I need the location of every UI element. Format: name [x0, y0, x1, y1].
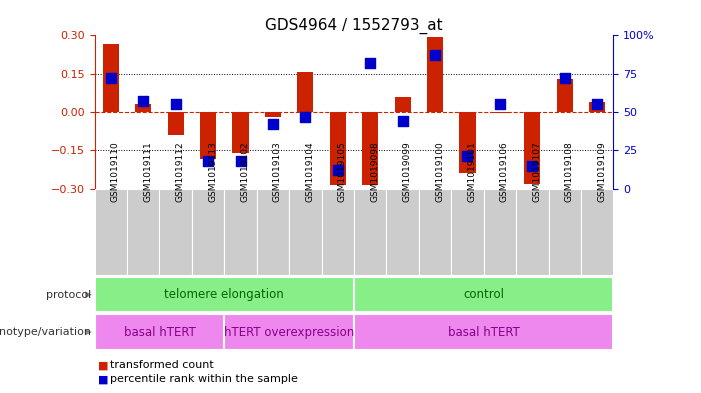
Text: GSM1019105: GSM1019105 [338, 141, 347, 202]
Point [203, 158, 214, 164]
Bar [354, 189, 386, 275]
Point [300, 114, 311, 120]
Bar [224, 314, 354, 350]
Bar [451, 189, 484, 275]
Title: GDS4964 / 1552793_at: GDS4964 / 1552793_at [265, 18, 443, 34]
Text: GSM1019103: GSM1019103 [273, 141, 282, 202]
Point [267, 121, 278, 127]
Bar [200, 112, 216, 159]
Point [494, 101, 505, 107]
Bar [516, 189, 549, 275]
Text: ■: ■ [98, 360, 109, 371]
Text: GSM1019108: GSM1019108 [565, 141, 573, 202]
Point [137, 98, 149, 105]
Point [526, 162, 538, 169]
Text: GSM1019102: GSM1019102 [240, 141, 250, 202]
Bar [127, 189, 160, 275]
Bar [581, 189, 613, 275]
Bar [549, 189, 581, 275]
Bar [265, 112, 281, 117]
Text: GSM1019111: GSM1019111 [143, 141, 152, 202]
Bar [354, 277, 613, 312]
Bar [224, 189, 257, 275]
Text: telomere elongation: telomere elongation [165, 288, 284, 301]
Bar [192, 189, 224, 275]
Bar [459, 112, 475, 173]
Bar [95, 314, 224, 350]
Text: hTERT overexpression: hTERT overexpression [224, 325, 354, 339]
Bar [297, 72, 313, 112]
Text: GSM1019101: GSM1019101 [468, 141, 477, 202]
Bar [257, 189, 290, 275]
Text: genotype/variation: genotype/variation [0, 327, 91, 337]
Bar [492, 112, 508, 113]
Text: percentile rank within the sample: percentile rank within the sample [110, 374, 298, 384]
Point [397, 118, 408, 124]
Bar [395, 97, 411, 112]
Bar [557, 79, 573, 112]
Text: basal hTERT: basal hTERT [448, 325, 519, 339]
Text: GSM1019113: GSM1019113 [208, 141, 217, 202]
Text: GSM1019109: GSM1019109 [597, 141, 606, 202]
Bar [427, 37, 443, 112]
Text: GSM1019110: GSM1019110 [111, 141, 120, 202]
Bar [103, 44, 119, 112]
Bar [135, 104, 151, 112]
Bar [95, 277, 354, 312]
Bar [524, 112, 540, 184]
Point [105, 75, 116, 81]
Bar [95, 189, 127, 275]
Text: GSM1019112: GSM1019112 [176, 141, 184, 202]
Text: protocol: protocol [46, 290, 91, 300]
Point [592, 101, 603, 107]
Point [170, 101, 182, 107]
Point [559, 75, 571, 81]
Bar [362, 112, 379, 185]
Bar [484, 189, 516, 275]
Bar [354, 314, 613, 350]
Bar [589, 102, 605, 112]
Point [235, 158, 246, 164]
Text: ■: ■ [98, 374, 109, 384]
Text: GSM1019100: GSM1019100 [435, 141, 444, 202]
Bar [418, 189, 451, 275]
Bar [386, 189, 418, 275]
Text: GSM1019099: GSM1019099 [402, 141, 411, 202]
Text: basal hTERT: basal hTERT [123, 325, 196, 339]
Text: GSM1019106: GSM1019106 [500, 141, 509, 202]
Bar [168, 112, 184, 135]
Point [332, 167, 343, 173]
Text: control: control [463, 288, 504, 301]
Point [430, 52, 441, 59]
Bar [160, 189, 192, 275]
Bar [329, 112, 346, 185]
Text: GSM1019104: GSM1019104 [306, 141, 314, 202]
Bar [322, 189, 354, 275]
Bar [290, 189, 322, 275]
Text: transformed count: transformed count [110, 360, 214, 371]
Text: GSM1019098: GSM1019098 [370, 141, 379, 202]
Bar [233, 112, 249, 153]
Point [462, 153, 473, 160]
Point [365, 60, 376, 66]
Text: GSM1019107: GSM1019107 [532, 141, 541, 202]
